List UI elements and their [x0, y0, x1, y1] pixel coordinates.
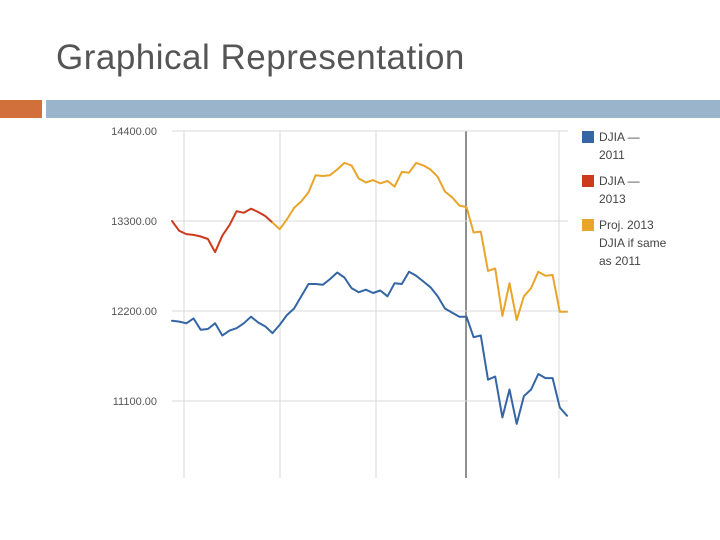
- accent-bar-orange: [0, 100, 42, 118]
- y-tick-label: 11100.00: [113, 396, 157, 408]
- legend-label-3: Proj. 2013: [599, 218, 654, 232]
- slide-title: Graphical Representation: [56, 38, 465, 77]
- accent-bar-blue: [46, 100, 720, 118]
- series-line-3: [271, 161, 568, 321]
- legend-label-2: DJIA —: [599, 174, 640, 188]
- series-line-1: [171, 270, 568, 425]
- legend-label-1: DJIA —: [599, 130, 640, 144]
- legend-swatch-3: [582, 219, 594, 231]
- y-tick-label: 13300.00: [111, 216, 157, 228]
- legend-label-3: as 2011: [599, 254, 641, 268]
- y-tick-label: 12200.00: [111, 306, 157, 318]
- series-line-2: [171, 207, 274, 254]
- legend-label-1: 2011: [599, 148, 625, 162]
- legend-label-2: 2013: [599, 192, 626, 206]
- y-tick-label: 14400.00: [111, 126, 157, 138]
- legend-swatch-2: [582, 175, 594, 187]
- legend-label-3: DJIA if same: [599, 236, 667, 250]
- legend-swatch-1: [582, 131, 594, 143]
